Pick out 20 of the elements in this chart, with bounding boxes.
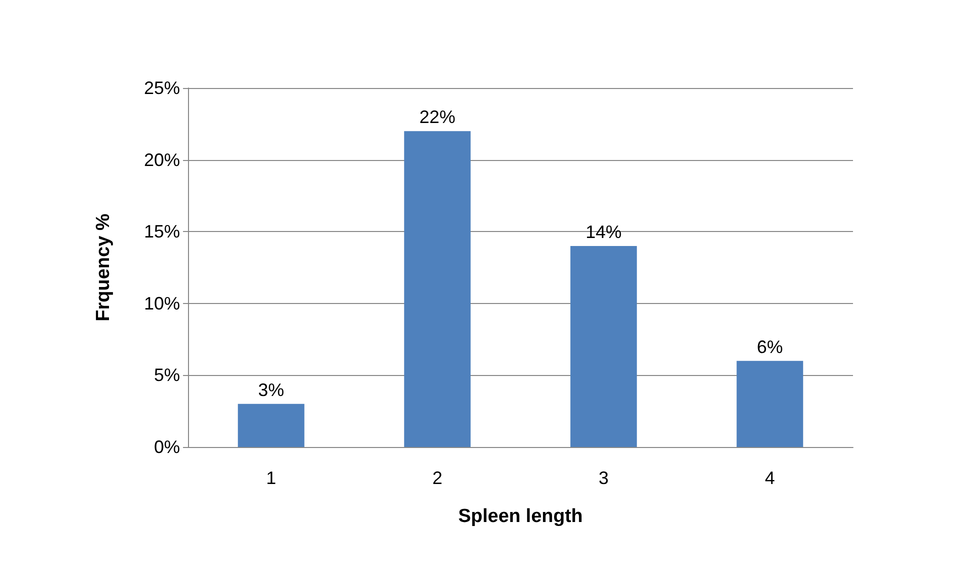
bar bbox=[570, 246, 637, 447]
bar bbox=[736, 360, 804, 447]
y-tick-label: 5% bbox=[154, 365, 180, 386]
y-tick-label: 20% bbox=[144, 150, 180, 170]
y-tick-label: 10% bbox=[144, 293, 180, 314]
data-label: 14% bbox=[586, 222, 622, 242]
bar bbox=[238, 404, 304, 447]
y-tick-label: 15% bbox=[144, 222, 180, 242]
x-tick-label: 2 bbox=[432, 468, 442, 488]
bar bbox=[404, 131, 471, 447]
x-tick-label: 1 bbox=[266, 468, 276, 488]
x-axis-title: Spleen length bbox=[458, 506, 583, 527]
data-label: 3% bbox=[258, 380, 284, 400]
x-tick-label: 4 bbox=[764, 468, 775, 488]
data-label: 22% bbox=[419, 107, 456, 128]
x-tick-label: 3 bbox=[598, 468, 609, 488]
y-axis-title: Frquency % bbox=[93, 214, 114, 322]
data-label: 6% bbox=[756, 336, 783, 357]
y-tick-label: 0% bbox=[154, 437, 180, 457]
y-tick-label: 25% bbox=[144, 78, 180, 98]
